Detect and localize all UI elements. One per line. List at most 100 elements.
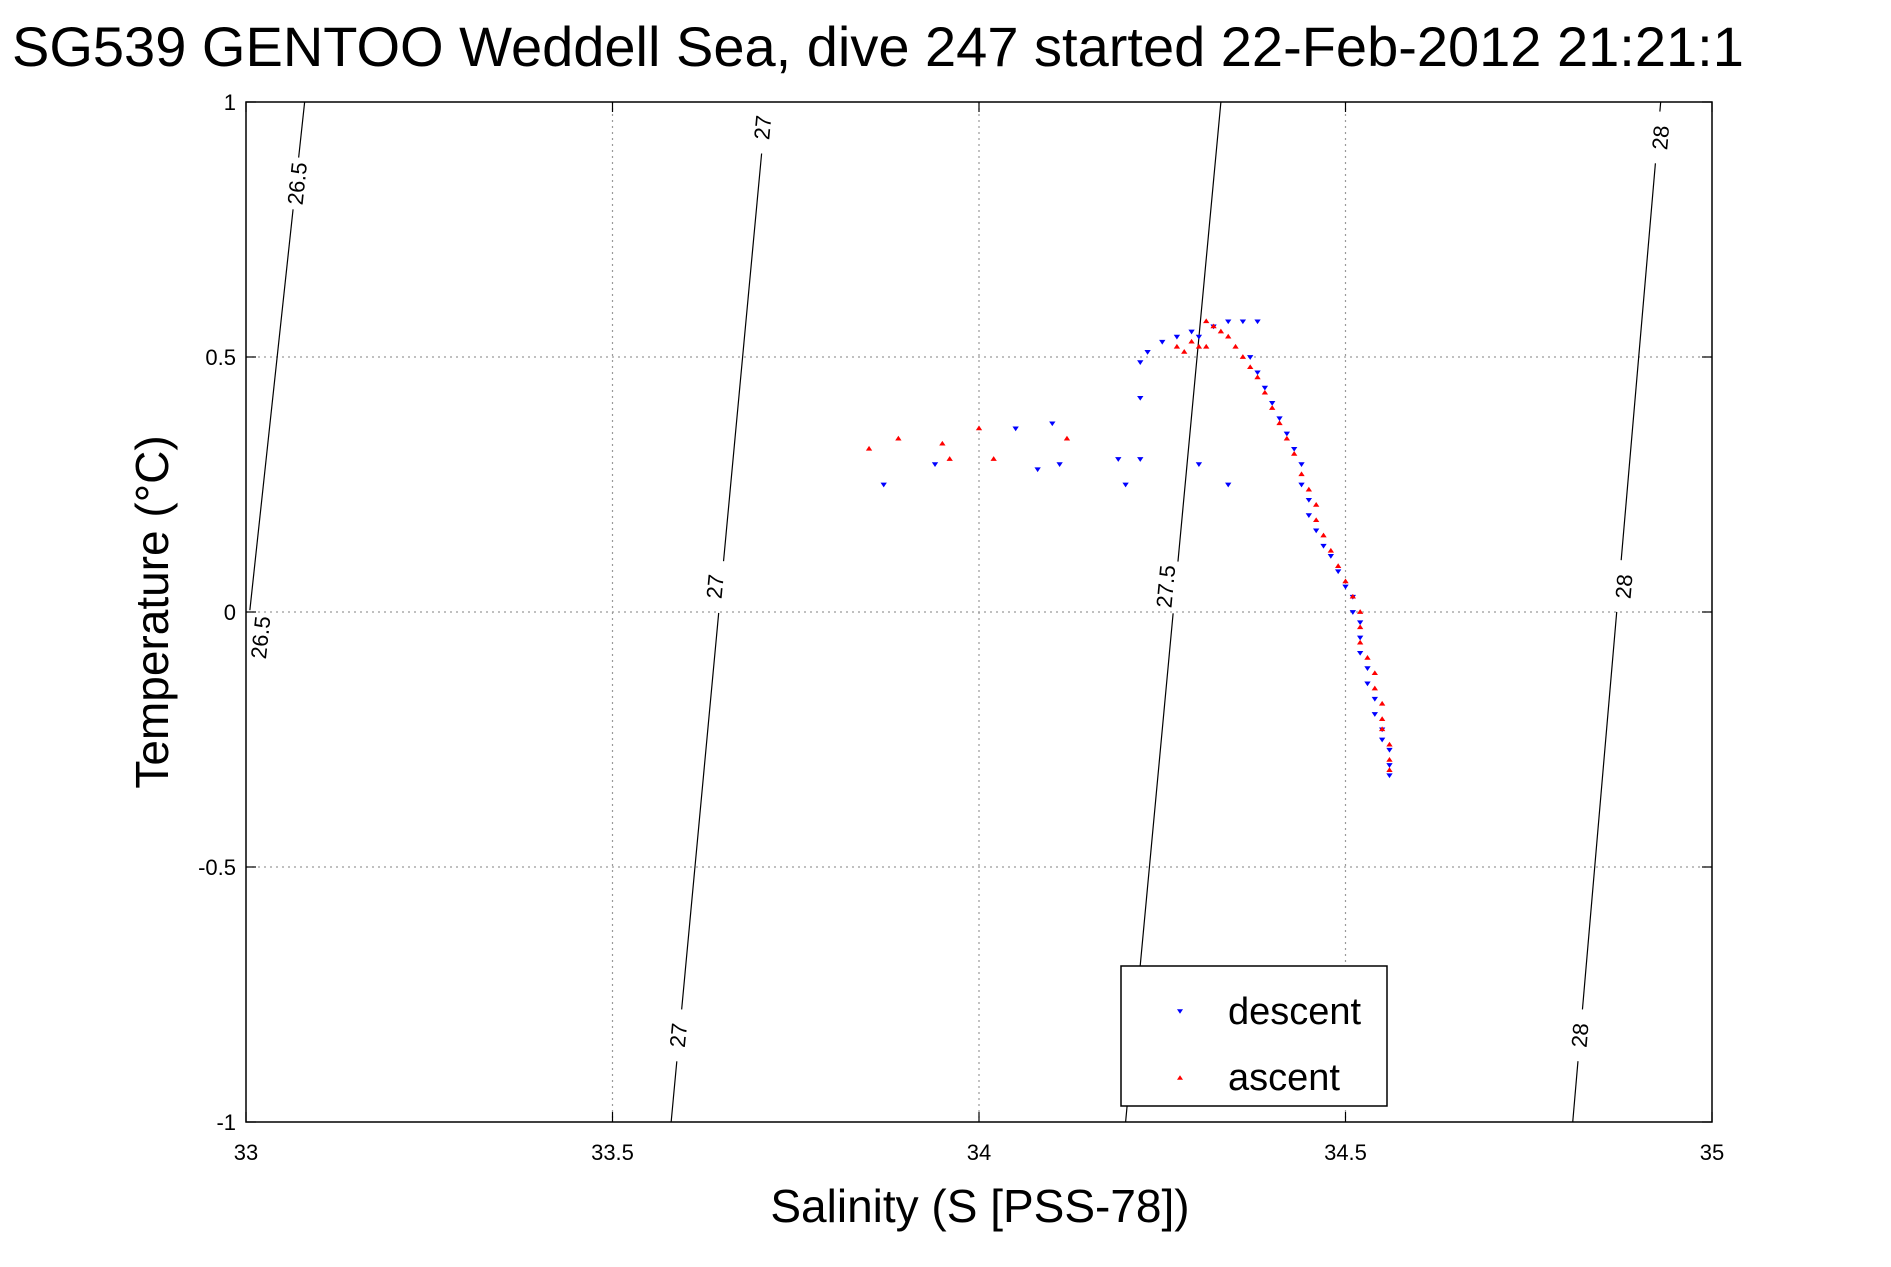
legend-ascent-marker [1177,1075,1183,1080]
ascent-point [1225,333,1232,339]
ascent-point [1349,593,1356,599]
x-tick-label: 33.5 [591,1140,634,1165]
descent-point [1386,747,1393,753]
ascent-point [1313,517,1320,523]
isopycnal-label: 27.5 [1151,564,1180,609]
descent-point [1364,681,1371,687]
isopycnal-label: 28 [1611,573,1638,600]
descent-point [1261,385,1269,391]
descent-point [1283,431,1291,437]
ascent-point [1239,354,1247,359]
ascent-point [975,425,983,431]
ascent-point [1283,435,1291,441]
descent-point [1137,395,1144,401]
ascent-point [1269,405,1276,410]
descent-point [1254,370,1261,376]
isopycnal-line [1572,1061,1579,1122]
descent-point [1371,712,1378,717]
chart-title: SG539 GENTOO Weddell Sea, dive 247 start… [12,15,1744,78]
ascent-point [1247,364,1254,370]
descent-point [1122,482,1129,488]
descent-point [1305,513,1313,518]
isopycnal-line [1581,611,1618,1010]
descent-point [1247,355,1254,360]
isopycnal-label: 28 [1567,1022,1594,1049]
ascent-point [1217,328,1225,334]
descent-point [1386,763,1393,768]
descent-point [1320,543,1327,549]
descent-point [1335,569,1342,575]
isopycnal-label: 27 [702,573,729,600]
descent-point [880,482,887,488]
ascent-point [1356,624,1364,630]
ascent-point [1173,343,1181,349]
grid-layer [246,102,1712,1122]
x-tick-label: 34 [967,1140,991,1165]
ascent-point [1305,486,1313,492]
ascent-point [1276,420,1283,426]
isopycnal-line [249,209,294,611]
x-axis-label: Salinity (S [PSS-78]) [770,1180,1189,1232]
ascent-point [1203,318,1210,324]
descent-point [1137,457,1144,462]
ascent-point [1378,700,1386,706]
ascent-point [939,440,946,446]
ascent-point [1313,502,1320,507]
ascent-point [1291,451,1298,456]
ascent-point [1386,757,1393,762]
legend-descent-label: descent [1228,991,1362,1033]
descent-point [1049,421,1056,427]
descent-point [1371,696,1378,702]
isopycnal-label: 27 [665,1022,692,1049]
descent-point [1313,528,1320,534]
ascent-point [1063,435,1071,441]
ascent-point [1371,685,1378,691]
ascent-point [1195,343,1203,349]
isopycnal-label: 27 [749,114,776,141]
ascent-point [1188,338,1195,344]
descent-point [1159,339,1166,345]
ascent-point [1181,349,1188,354]
y-tick-label: -0.5 [198,855,236,880]
descent-point [1298,482,1305,488]
descent-point [1298,462,1305,467]
ascent-point [1378,726,1386,732]
ascent-point [895,435,902,441]
ascent-point [946,456,953,461]
descent-point [1254,319,1261,325]
ascent-point [1210,323,1217,329]
legend-descent-marker [1177,1009,1183,1014]
ascent-point [1335,563,1342,568]
isopycnal-line [298,102,306,158]
ascent-point [1232,343,1239,349]
ascent-point [990,456,997,461]
isopycnal-line [195,662,245,1122]
descent-point [1269,401,1276,406]
ascent-point [1342,578,1349,584]
x-tick-label: 35 [1700,1140,1724,1165]
descent-point [1195,334,1203,340]
ascent-point [1386,741,1393,747]
isopycnal-label: 26.5 [246,615,275,660]
descent-point [1239,319,1247,325]
descent-point [1137,360,1144,365]
descent-point [1378,737,1386,743]
ascent-point [1327,547,1335,553]
y-axis-label: Temperature (°C) [126,435,178,788]
y-tick-label: 1 [224,90,236,115]
x-tick-label: 33 [234,1140,258,1165]
descent-point [1327,554,1335,559]
descent-point [1225,482,1232,488]
descent-point [1364,666,1371,671]
legend-box [1120,965,1388,1107]
isopycnal-line [670,1061,678,1122]
ascent-point [1254,374,1261,380]
descent-point [1342,584,1349,590]
y-tick-label: 0 [224,600,236,625]
descent-point [1012,426,1019,432]
legend: descent ascent [1120,965,1388,1107]
descent-point [1173,334,1181,340]
ascent-point [1261,389,1269,395]
ascent-point [865,445,873,451]
